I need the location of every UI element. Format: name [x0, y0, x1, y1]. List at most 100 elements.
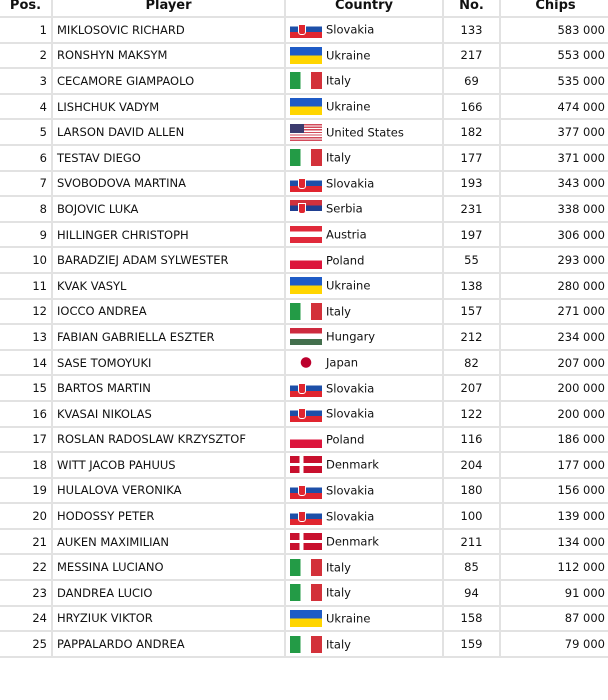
country-name: Italy: [326, 304, 351, 319]
table-row[interactable]: 6 TESTAV DIEGO Italy 177 371 000: [0, 143, 608, 172]
flag-at-icon: [290, 226, 322, 244]
country-cell: Italy: [284, 143, 444, 172]
table-row[interactable]: 22 MESSINA LUCIANO Italy 85 112 000: [0, 553, 608, 582]
no-cell: 157: [442, 297, 501, 326]
flag-sk-icon: [290, 21, 322, 39]
table-row[interactable]: 18 WITT JACOB PAHUUS Denmark 204 177 000: [0, 451, 608, 479]
table-row[interactable]: 2 RONSHYN MAKSYM Ukraine 217 553 000: [0, 41, 608, 70]
chips-cell: 91 000: [499, 579, 608, 607]
table-row[interactable]: 24 HRYZIUK VIKTOR Ukraine 158 87 000: [0, 604, 608, 633]
table-row[interactable]: 10 BARADZIEJ ADAM SYLWESTER Poland 55 29…: [0, 246, 608, 274]
table-row[interactable]: 1 MIKLOSOVIC RICHARD Slovakia 133 583 00…: [0, 16, 608, 44]
table-row[interactable]: 8 BOJOVIC LUKA Serbia 231 338 000: [0, 195, 608, 223]
table-row[interactable]: 15 BARTOS MARTIN Slovakia 207 200 000: [0, 374, 608, 402]
pos-cell: 6: [0, 143, 53, 172]
no-cell: 197: [442, 220, 501, 249]
flag-sk-icon: [290, 174, 322, 192]
chips-cell: 306 000: [499, 220, 608, 249]
no-cell: 82: [442, 348, 501, 377]
country-cell: Slovakia: [284, 374, 444, 402]
chips-cell: 177 000: [499, 451, 608, 479]
country-name: Italy: [326, 637, 351, 652]
table-row[interactable]: 7 SVOBODOVA MARTINA Slovakia 193 343 000: [0, 169, 608, 198]
player-cell: HODOSSY PETER: [51, 502, 286, 530]
country-cell: Italy: [284, 579, 444, 607]
pos-cell: 5: [0, 118, 53, 146]
country-name: Japan: [326, 355, 359, 370]
table-row[interactable]: 23 DANDREA LUCIO Italy 94 91 000: [0, 579, 608, 607]
country-cell: United States: [284, 118, 444, 146]
player-cell: LISHCHUK VADYM: [51, 92, 286, 121]
table-row[interactable]: 12 IOCCO ANDREA Italy 157 271 000: [0, 297, 608, 326]
table-row[interactable]: 9 HILLINGER CHRISTOPH Austria 197 306 00…: [0, 220, 608, 249]
chips-cell: 583 000: [499, 16, 608, 44]
player-cell: MIKLOSOVIC RICHARD: [51, 16, 286, 44]
flag-ua-icon: [290, 609, 322, 627]
chips-cell: 377 000: [499, 118, 608, 146]
country-name: Hungary: [326, 329, 376, 344]
header-country[interactable]: Country: [284, 0, 444, 18]
no-cell: 204: [442, 451, 501, 479]
table-row[interactable]: 25 PAPPALARDO ANDREA Italy 159 79 000: [0, 630, 608, 658]
chips-cell: 87 000: [499, 604, 608, 633]
table-row[interactable]: 19 HULALOVA VERONIKA Slovakia 180 156 00…: [0, 476, 608, 505]
pos-cell: 18: [0, 451, 53, 479]
country-name: Serbia: [326, 201, 363, 216]
player-cell: LARSON DAVID ALLEN: [51, 118, 286, 146]
country-name: Denmark: [326, 457, 379, 472]
country-cell: Serbia: [284, 195, 444, 223]
table-row[interactable]: 21 AUKEN MAXIMILIAN Denmark 211 134 000: [0, 527, 608, 556]
chips-cell: 200 000: [499, 399, 608, 428]
table-row[interactable]: 17 ROSLAN RADOSLAW KRZYSZTOF Poland 116 …: [0, 425, 608, 454]
no-cell: 55: [442, 246, 501, 274]
country-name: Ukraine: [326, 48, 371, 63]
country-name: Italy: [326, 73, 351, 88]
header-pos[interactable]: Pos.: [0, 0, 53, 18]
country-cell: Poland: [284, 246, 444, 274]
pos-cell: 20: [0, 502, 53, 530]
flag-pl-icon: [290, 430, 322, 448]
header-chips[interactable]: Chips: [499, 0, 608, 18]
country-cell: Hungary: [284, 323, 444, 351]
no-cell: 180: [442, 476, 501, 505]
table-row[interactable]: 14 SASE TOMOYUKI Japan 82 207 000: [0, 348, 608, 377]
flag-it-icon: [290, 635, 322, 653]
player-cell: TESTAV DIEGO: [51, 143, 286, 172]
pos-cell: 14: [0, 348, 53, 377]
flag-ua-icon: [290, 277, 322, 295]
country-cell: Ukraine: [284, 92, 444, 121]
table-row[interactable]: 13 FABIAN GABRIELLA ESZTER Hungary 212 2…: [0, 323, 608, 351]
table-row[interactable]: 16 KVASAI NIKOLAS Slovakia 122 200 000: [0, 399, 608, 428]
chips-cell: 271 000: [499, 297, 608, 326]
country-name: Italy: [326, 585, 351, 600]
table-row[interactable]: 5 LARSON DAVID ALLEN United States 182 3…: [0, 118, 608, 146]
pos-cell: 19: [0, 476, 53, 505]
pos-cell: 9: [0, 220, 53, 249]
no-cell: 69: [442, 67, 501, 95]
country-cell: Denmark: [284, 451, 444, 479]
header-no[interactable]: No.: [442, 0, 501, 18]
pos-cell: 8: [0, 195, 53, 223]
pos-cell: 21: [0, 527, 53, 556]
table-row[interactable]: 3 CECAMORE GIAMPAOLO Italy 69 535 000: [0, 67, 608, 95]
pos-cell: 24: [0, 604, 53, 633]
table-row[interactable]: 11 KVAK VASYL Ukraine 138 280 000: [0, 271, 608, 300]
table-row[interactable]: 4 LISHCHUK VADYM Ukraine 166 474 000: [0, 92, 608, 121]
country-cell: Slovakia: [284, 16, 444, 44]
pos-cell: 13: [0, 323, 53, 351]
player-cell: IOCCO ANDREA: [51, 297, 286, 326]
pos-cell: 1: [0, 16, 53, 44]
chips-cell: 338 000: [499, 195, 608, 223]
player-cell: HILLINGER CHRISTOPH: [51, 220, 286, 249]
table-row[interactable]: 20 HODOSSY PETER Slovakia 100 139 000: [0, 502, 608, 530]
pos-cell: 10: [0, 246, 53, 274]
country-name: Ukraine: [326, 99, 371, 114]
flag-ua-icon: [290, 46, 322, 64]
chips-cell: 280 000: [499, 271, 608, 300]
header-player[interactable]: Player: [51, 0, 286, 18]
country-cell: Italy: [284, 630, 444, 658]
no-cell: 100: [442, 502, 501, 530]
pos-cell: 4: [0, 92, 53, 121]
player-cell: BARADZIEJ ADAM SYLWESTER: [51, 246, 286, 274]
country-cell: Ukraine: [284, 604, 444, 633]
